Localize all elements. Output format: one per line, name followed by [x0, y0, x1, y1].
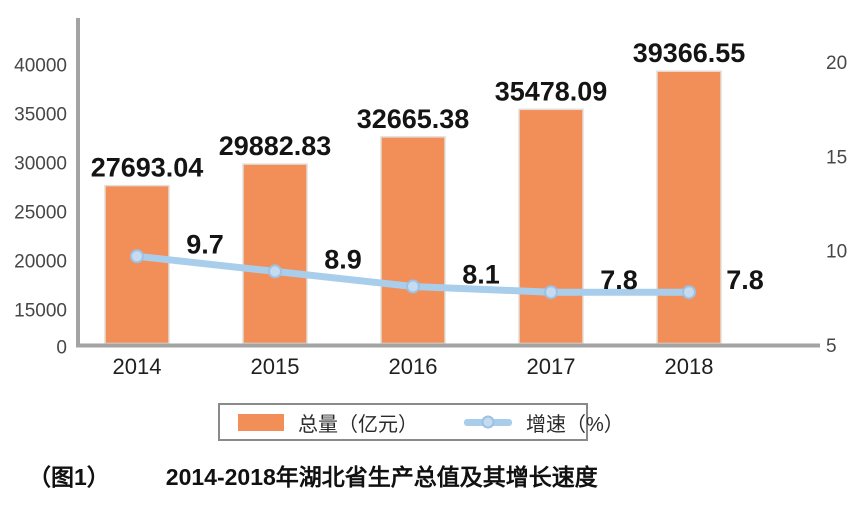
left-axis-tick-35000: 35000: [14, 105, 67, 126]
bar-2018: [656, 70, 722, 345]
legend-label-total: 总量（亿元）: [298, 413, 418, 436]
x-axis-label-2015: 2015: [251, 354, 300, 379]
growth-marker-2018: [682, 285, 696, 300]
left-axis-tick-25000: 25000: [14, 203, 67, 224]
left-axis-tick-30000: 30000: [14, 154, 67, 175]
line-marker-swatch: [481, 415, 495, 429]
bar-value-label-2014: 27693.04: [91, 153, 204, 183]
left-axis-tick-0: 0: [56, 338, 67, 359]
growth-label-2017: 7.8: [600, 265, 638, 295]
figure-number: （图1）: [28, 464, 110, 490]
bar-2017: [518, 108, 584, 345]
x-axis-label-2017: 2017: [527, 354, 576, 379]
left-axis-tick-15000: 15000: [14, 301, 67, 322]
growth-label-2015: 8.9: [324, 244, 362, 274]
growth-marker-2015: [268, 264, 282, 279]
growth-label-2014: 9.7: [186, 229, 224, 259]
x-axis-label-2014: 2014: [113, 354, 162, 379]
left-axis-tick-40000: 40000: [14, 56, 67, 77]
line-series-swatch: [464, 415, 512, 429]
bar-series-swatch: [238, 413, 284, 431]
right-axis-tick-5: 5: [826, 336, 837, 357]
bar-value-label-2018: 39366.55: [633, 38, 746, 68]
legend-item-total: 总量（亿元）: [238, 408, 418, 437]
right-axis-tick-20: 20: [826, 53, 847, 74]
bar-value-label-2017: 35478.09: [495, 76, 608, 106]
x-axis-label-2018: 2018: [665, 354, 714, 379]
growth-marker-2014: [130, 249, 144, 264]
legend-label-growth: 增速（%）: [526, 413, 624, 436]
growth-marker-2016: [406, 279, 420, 294]
combo-chart: 27693.04 29882.83 32665.38 35478.09 39366.55…: [14, 18, 847, 379]
x-axis-label-2016: 2016: [389, 354, 438, 379]
legend-item-growth: 增速（%）: [464, 408, 624, 437]
growth-label-2016: 8.1: [462, 260, 500, 290]
left-axis-tick-20000: 20000: [14, 252, 67, 273]
right-axis-tick-15: 15: [826, 147, 847, 168]
figure-caption: （图1） 2014-2018年湖北省生产总值及其增长速度: [28, 458, 598, 492]
legend: 总量（亿元） 增速（%）: [218, 403, 624, 441]
bar-2015: [242, 163, 308, 345]
growth-label-2018: 7.8: [726, 265, 764, 295]
bar-value-label-2016: 32665.38: [357, 104, 470, 134]
growth-marker-2017: [544, 285, 558, 300]
bar-2016: [380, 136, 446, 345]
figure-title: 2014-2018年湖北省生产总值及其增长速度: [165, 464, 598, 490]
bar-2014: [104, 184, 170, 345]
bar-value-label-2015: 29882.83: [219, 131, 332, 161]
right-axis-tick-10: 10: [826, 242, 847, 263]
